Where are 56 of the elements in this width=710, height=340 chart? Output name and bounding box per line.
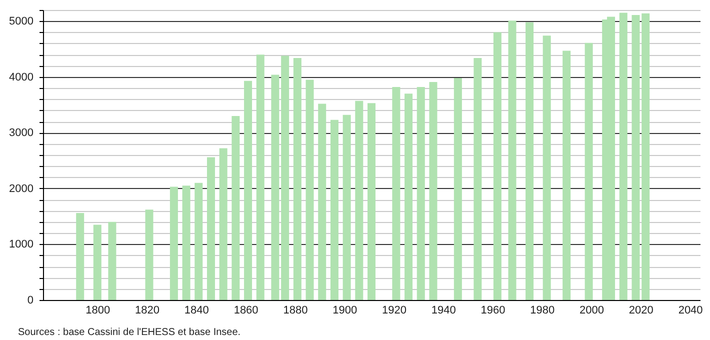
bar	[493, 32, 502, 300]
bar	[642, 13, 650, 300]
bar	[474, 58, 482, 300]
bar	[219, 148, 228, 300]
bar	[454, 78, 462, 300]
bar	[508, 20, 516, 300]
bar	[526, 22, 534, 300]
x-tick-label: 2000	[580, 304, 604, 316]
bar	[206, 157, 215, 300]
x-tick-label: 1860	[234, 304, 258, 316]
bar	[584, 42, 593, 300]
bar	[392, 86, 400, 300]
bar	[170, 186, 178, 300]
bar	[256, 54, 264, 300]
bar	[281, 56, 290, 300]
bar	[619, 12, 628, 300]
x-tick-label: 1940	[431, 304, 456, 316]
bar	[93, 224, 102, 300]
bar	[355, 100, 364, 300]
x-tick-label: 1920	[382, 304, 406, 316]
bar	[404, 94, 413, 300]
x-tick-label: 1880	[283, 304, 308, 316]
y-tick-label: 2000	[9, 182, 34, 195]
bar	[244, 80, 252, 300]
y-tick-label: 3000	[9, 127, 34, 140]
x-tick-label: 2020	[628, 304, 654, 316]
bar	[429, 82, 438, 300]
bar	[342, 114, 351, 300]
bar	[76, 213, 84, 300]
bar	[271, 74, 280, 300]
y-tick-label: 0	[27, 294, 34, 306]
bar	[416, 86, 425, 300]
x-tick-label: 1980	[530, 304, 555, 316]
bar	[542, 36, 551, 300]
x-tick-label: 2040	[678, 304, 703, 316]
y-tick-label: 1000	[9, 238, 34, 251]
bar	[194, 182, 203, 300]
y-tick-label: 4000	[9, 71, 34, 84]
bar	[318, 104, 326, 300]
x-tick-label: 1840	[184, 304, 209, 316]
x-tick-label: 1820	[135, 304, 160, 316]
source-note: Sources : base Cassini de l'EHESS et base Insee.	[18, 327, 241, 338]
y-tick-label: 5000	[9, 16, 34, 28]
bar	[182, 186, 190, 300]
x-tick-label: 1900	[332, 304, 358, 316]
bar	[632, 15, 640, 300]
bar	[293, 58, 302, 300]
bar	[330, 120, 338, 300]
bar	[562, 50, 571, 300]
bar	[306, 80, 314, 300]
x-tick-label: 1800	[86, 304, 110, 316]
x-tick-label: 1960	[480, 304, 506, 316]
bar	[108, 222, 116, 300]
bar	[232, 116, 240, 300]
bar	[145, 210, 154, 300]
bar	[368, 103, 376, 300]
